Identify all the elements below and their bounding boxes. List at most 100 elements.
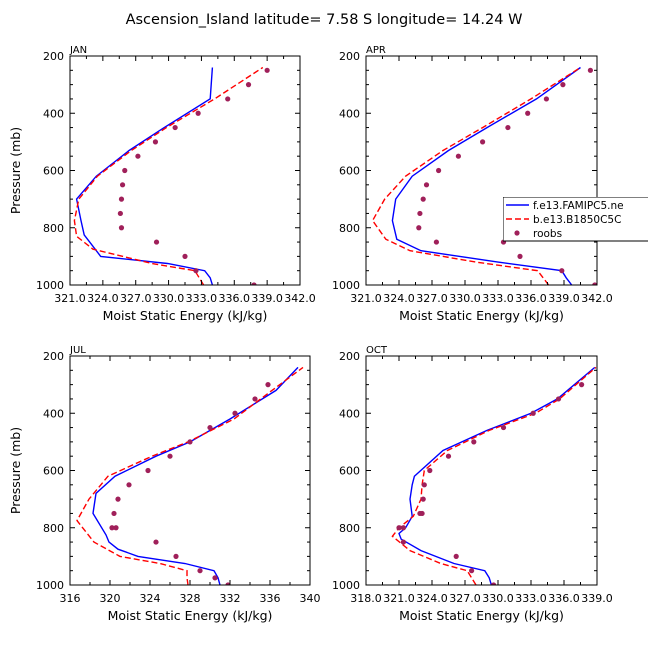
model-series-line [398, 366, 596, 585]
obs-point [420, 496, 426, 502]
obs-point [265, 382, 271, 388]
y-tick-label: 600 [339, 165, 360, 178]
obs-point [480, 139, 486, 145]
y-tick-label: 400 [43, 107, 64, 120]
obs-point [400, 539, 406, 545]
x-tick-label: 327.0 [120, 292, 152, 305]
obs-point [173, 553, 179, 559]
x-tick-label: 336.0 [548, 592, 580, 605]
panel-title: JAN [69, 45, 87, 56]
panel-title: OCT [366, 345, 388, 356]
x-tick-label: 342.0 [581, 292, 613, 305]
x-tick-label: 316 [60, 592, 81, 605]
y-tick-label: 600 [339, 465, 360, 478]
coupled-series-line [76, 366, 304, 585]
legend-marker-obs [514, 230, 520, 236]
x-tick-label: 318.0 [350, 592, 382, 605]
y-tick-label: 200 [43, 350, 64, 363]
x-tick-label: 330.0 [482, 592, 514, 605]
panel-title: APR [366, 45, 386, 56]
y-tick-label: 800 [43, 222, 64, 235]
y-tick-label: 400 [43, 407, 64, 420]
series-group [73, 66, 270, 285]
plot-frame [365, 55, 598, 286]
x-tick-label: 321.0 [383, 592, 415, 605]
x-tick-label: 327.0 [449, 592, 481, 605]
obs-point [455, 153, 461, 159]
obs-point [530, 410, 536, 416]
obs-point [420, 196, 426, 202]
obs-point [232, 410, 238, 416]
obs-point [119, 182, 126, 188]
obs-point [145, 467, 151, 474]
x-tick-label: 333.0 [515, 592, 547, 605]
y-tick-label: 800 [339, 522, 360, 535]
obs-point [423, 182, 430, 188]
obs-point [517, 253, 523, 259]
legend-label: f.e13.FAMIPC5.ne [533, 200, 624, 212]
x-tick-label: 327.0 [416, 292, 448, 305]
y-tick-label: 600 [43, 465, 64, 478]
plot-frame [365, 355, 598, 586]
legend-label: roobs [533, 228, 562, 240]
x-tick-label: 333.0 [186, 292, 218, 305]
obs-point [212, 575, 218, 581]
x-tick-label: 340 [300, 592, 321, 605]
obs-point [197, 568, 203, 574]
model-series-line [75, 67, 214, 285]
x-tick-label: 324.0 [416, 592, 448, 605]
obs-point [587, 67, 594, 73]
obs-point [416, 225, 422, 231]
obs-point [172, 124, 178, 131]
x-tick-label: 336.0 [219, 292, 251, 305]
y-tick-label: 200 [339, 350, 360, 363]
obs-point [252, 396, 258, 402]
y-axis-label: Pressure (mb) [8, 427, 23, 514]
x-tick-label: 324 [140, 592, 161, 605]
obs-point [445, 453, 452, 459]
coupled-series-line [73, 66, 264, 285]
obs-point [505, 124, 511, 131]
y-axis-label: Pressure (mb) [8, 127, 23, 214]
x-tick-label: 342.0 [284, 292, 316, 305]
y-tick-label: 400 [339, 407, 360, 420]
coupled-series-line [391, 366, 597, 585]
y-tick-label: 400 [339, 107, 360, 120]
obs-point [396, 525, 402, 531]
x-tick-label: 330.0 [449, 292, 481, 305]
obs-point [187, 439, 193, 445]
x-tick-label: 324.0 [87, 292, 119, 305]
series-group [76, 366, 304, 585]
obs-point [491, 582, 497, 585]
obs-point [433, 239, 439, 245]
x-axis-label: Moist Static Energy (kJ/kg) [399, 308, 564, 323]
y-tick-label: 1000 [332, 579, 360, 592]
obs-point [153, 539, 159, 545]
obs-point [543, 96, 550, 102]
obs-point [436, 167, 442, 174]
x-tick-label: 320 [100, 592, 121, 605]
obs-point [111, 510, 117, 517]
obs-point [122, 167, 128, 174]
series-group [391, 366, 597, 585]
x-tick-label: 339.0 [581, 592, 613, 605]
obs-point [207, 424, 213, 431]
obs-point [225, 96, 231, 102]
obs-point [195, 110, 201, 116]
plot-frame [69, 355, 311, 586]
x-axis-label: Moist Static Energy (kJ/kg) [399, 608, 564, 623]
legend-label: b.e13.B1850C5C [533, 214, 621, 226]
panel-title: JUL [69, 345, 86, 356]
obs-point [500, 424, 507, 431]
obs-point [113, 525, 119, 531]
y-tick-label: 600 [43, 165, 64, 178]
x-axis-label: Moist Static Energy (kJ/kg) [103, 308, 268, 323]
obs-point [400, 525, 406, 531]
model-series-line [92, 366, 299, 585]
obs-point [251, 282, 257, 285]
